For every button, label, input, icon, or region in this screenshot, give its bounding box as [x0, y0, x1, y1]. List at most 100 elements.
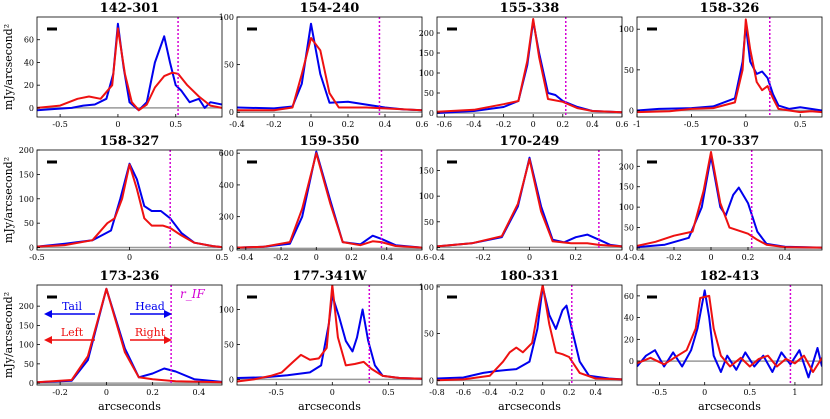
x-tick-label: -0.6: [456, 388, 471, 397]
x-tick-label: 0: [330, 388, 335, 397]
y-tick-label: 100: [419, 69, 434, 78]
axes-frame: [36, 16, 223, 118]
x-tick-label: 0.2: [342, 120, 355, 129]
y-tick-label: 100: [619, 203, 634, 212]
y-tick-label: 100: [619, 25, 634, 34]
y-tick-label: 150: [419, 49, 434, 58]
y-tick-label: 60: [624, 292, 634, 301]
x-axis-label: arcseconds: [298, 400, 361, 413]
x-tick-label: 0.5: [216, 253, 229, 262]
series-line-red: [637, 294, 822, 373]
axes-frame: [436, 284, 623, 386]
series-line-blue: [237, 294, 422, 380]
x-tick-label: 0: [743, 120, 748, 129]
y-axis-label: mJy/arcsecond²: [2, 292, 15, 378]
panel-title: 170-249: [500, 134, 560, 149]
y-tick-label: 100: [419, 192, 434, 201]
x-tick-label: 0: [702, 388, 707, 397]
tail-arrowhead: [44, 310, 52, 318]
series-line-blue: [237, 22, 422, 112]
legend-head: Head: [135, 300, 165, 313]
legend-right: Right: [135, 326, 166, 339]
x-tick-label: 0: [540, 388, 545, 397]
x-tick-label: -0.5: [684, 120, 699, 129]
y-tick-label: 0: [29, 104, 34, 113]
panel-154-240: 154-240 -0.4 -0.2 0 0.2 0.4 0.6 0 50 100: [219, 1, 429, 129]
x-tick-label: 0.4: [379, 120, 392, 129]
axes-frame: [636, 16, 823, 118]
y-tick-label: 150: [19, 170, 34, 179]
y-tick-label: 0: [29, 244, 34, 253]
legend-rif: r_IF: [180, 287, 205, 301]
y-tick-label: 50: [24, 219, 34, 228]
x-tick-label: -0.4: [482, 388, 497, 397]
y-tick-label: 100: [419, 283, 434, 292]
head-arrowhead: [164, 310, 172, 318]
x-tick-label: 0.5: [743, 388, 756, 397]
y-tick-label: 0: [229, 108, 234, 117]
series-line-red: [37, 27, 222, 112]
series-line-blue: [37, 22, 222, 112]
axes-frame: [436, 16, 623, 118]
x-tick-label: 0.5: [382, 388, 395, 397]
series-line-blue: [437, 20, 622, 114]
panel-158-326: 158-326 -1 -0.5 0 0.5 0 50 100: [619, 1, 823, 129]
series-line-red: [37, 163, 222, 249]
x-tick-label: 0.4: [586, 120, 599, 129]
panel-title: 142-301: [100, 1, 160, 16]
y-tick-label: 0: [629, 357, 634, 366]
y-tick-label: 0: [229, 244, 234, 253]
series-line-red: [237, 285, 422, 383]
x-tick-label: 0.5: [794, 120, 807, 129]
x-tick-label: 0: [314, 253, 319, 262]
panel-182-413: 182-413 -0.5 0 0.5 1 0 20 40 60: [624, 269, 823, 397]
x-tick-label: 0.6: [616, 120, 629, 129]
x-tick-label: -0.2: [273, 253, 288, 262]
x-tick-label: 0.4: [589, 388, 602, 397]
x-tick-label: 0.6: [416, 253, 429, 262]
x-tick-label: 0.4: [779, 253, 792, 262]
x-tick-label: -0.2: [266, 120, 281, 129]
panel-title: 158-326: [700, 1, 760, 16]
y-tick-label: 60: [24, 36, 34, 45]
x-axis-label: arcseconds: [498, 400, 561, 413]
x-tick-label: 0.4: [193, 388, 206, 397]
x-tick-label: 0.2: [345, 253, 358, 262]
x-tick-label: -0.4: [429, 253, 444, 262]
x-tick-label: -0.6: [437, 120, 452, 129]
y-tick-label: 20: [24, 81, 34, 90]
y-tick-label: 0: [429, 109, 434, 118]
x-tick-label: 1: [792, 388, 797, 397]
series-line-blue: [37, 162, 222, 249]
x-tick-label: 0.6: [416, 120, 429, 129]
y-tick-label: 600: [219, 149, 234, 158]
y-tick-label: 200: [19, 302, 34, 311]
panel-title: 177-341W: [292, 269, 367, 284]
y-tick-label: 20: [624, 335, 634, 344]
panel-title: 180-331: [500, 269, 560, 284]
x-tick-label: 0.2: [742, 253, 755, 262]
y-tick-label: 50: [224, 61, 234, 70]
y-tick-label: 150: [419, 167, 434, 176]
right-arrowhead: [164, 336, 172, 344]
series-line-blue: [437, 285, 622, 381]
x-tick-label: -0.2: [666, 253, 681, 262]
y-tick-label: 0: [629, 106, 634, 115]
x-tick-label: 0: [308, 120, 313, 129]
x-tick-label: 0.2: [556, 120, 569, 129]
x-tick-label: -0.8: [429, 388, 444, 397]
panel-155-338: 155-338-0.6 -0.4 -0.2 0 0.2 0.4 0.605010015020…: [419, 1, 629, 129]
axes-frame: [236, 284, 423, 386]
y-tick-label: 150: [19, 321, 34, 330]
series-line-red: [237, 37, 422, 112]
axes-frame: [636, 284, 823, 386]
panel-170-249: 170-249 -0.4 -0.2 0 0.2 0.4 0 50 100 150: [419, 134, 629, 262]
panel-180-331: 180-331 -0.8 -0.6 -0.4 -0.2 0 0.2 0.4 0 50 100: [419, 269, 623, 397]
series-line-red: [437, 18, 622, 114]
legend-left: Left: [61, 326, 84, 339]
series-line-red: [637, 18, 822, 114]
series-line-red: [637, 151, 822, 249]
panel-title: 173-236: [100, 269, 160, 284]
y-tick-label: 40: [624, 314, 634, 323]
